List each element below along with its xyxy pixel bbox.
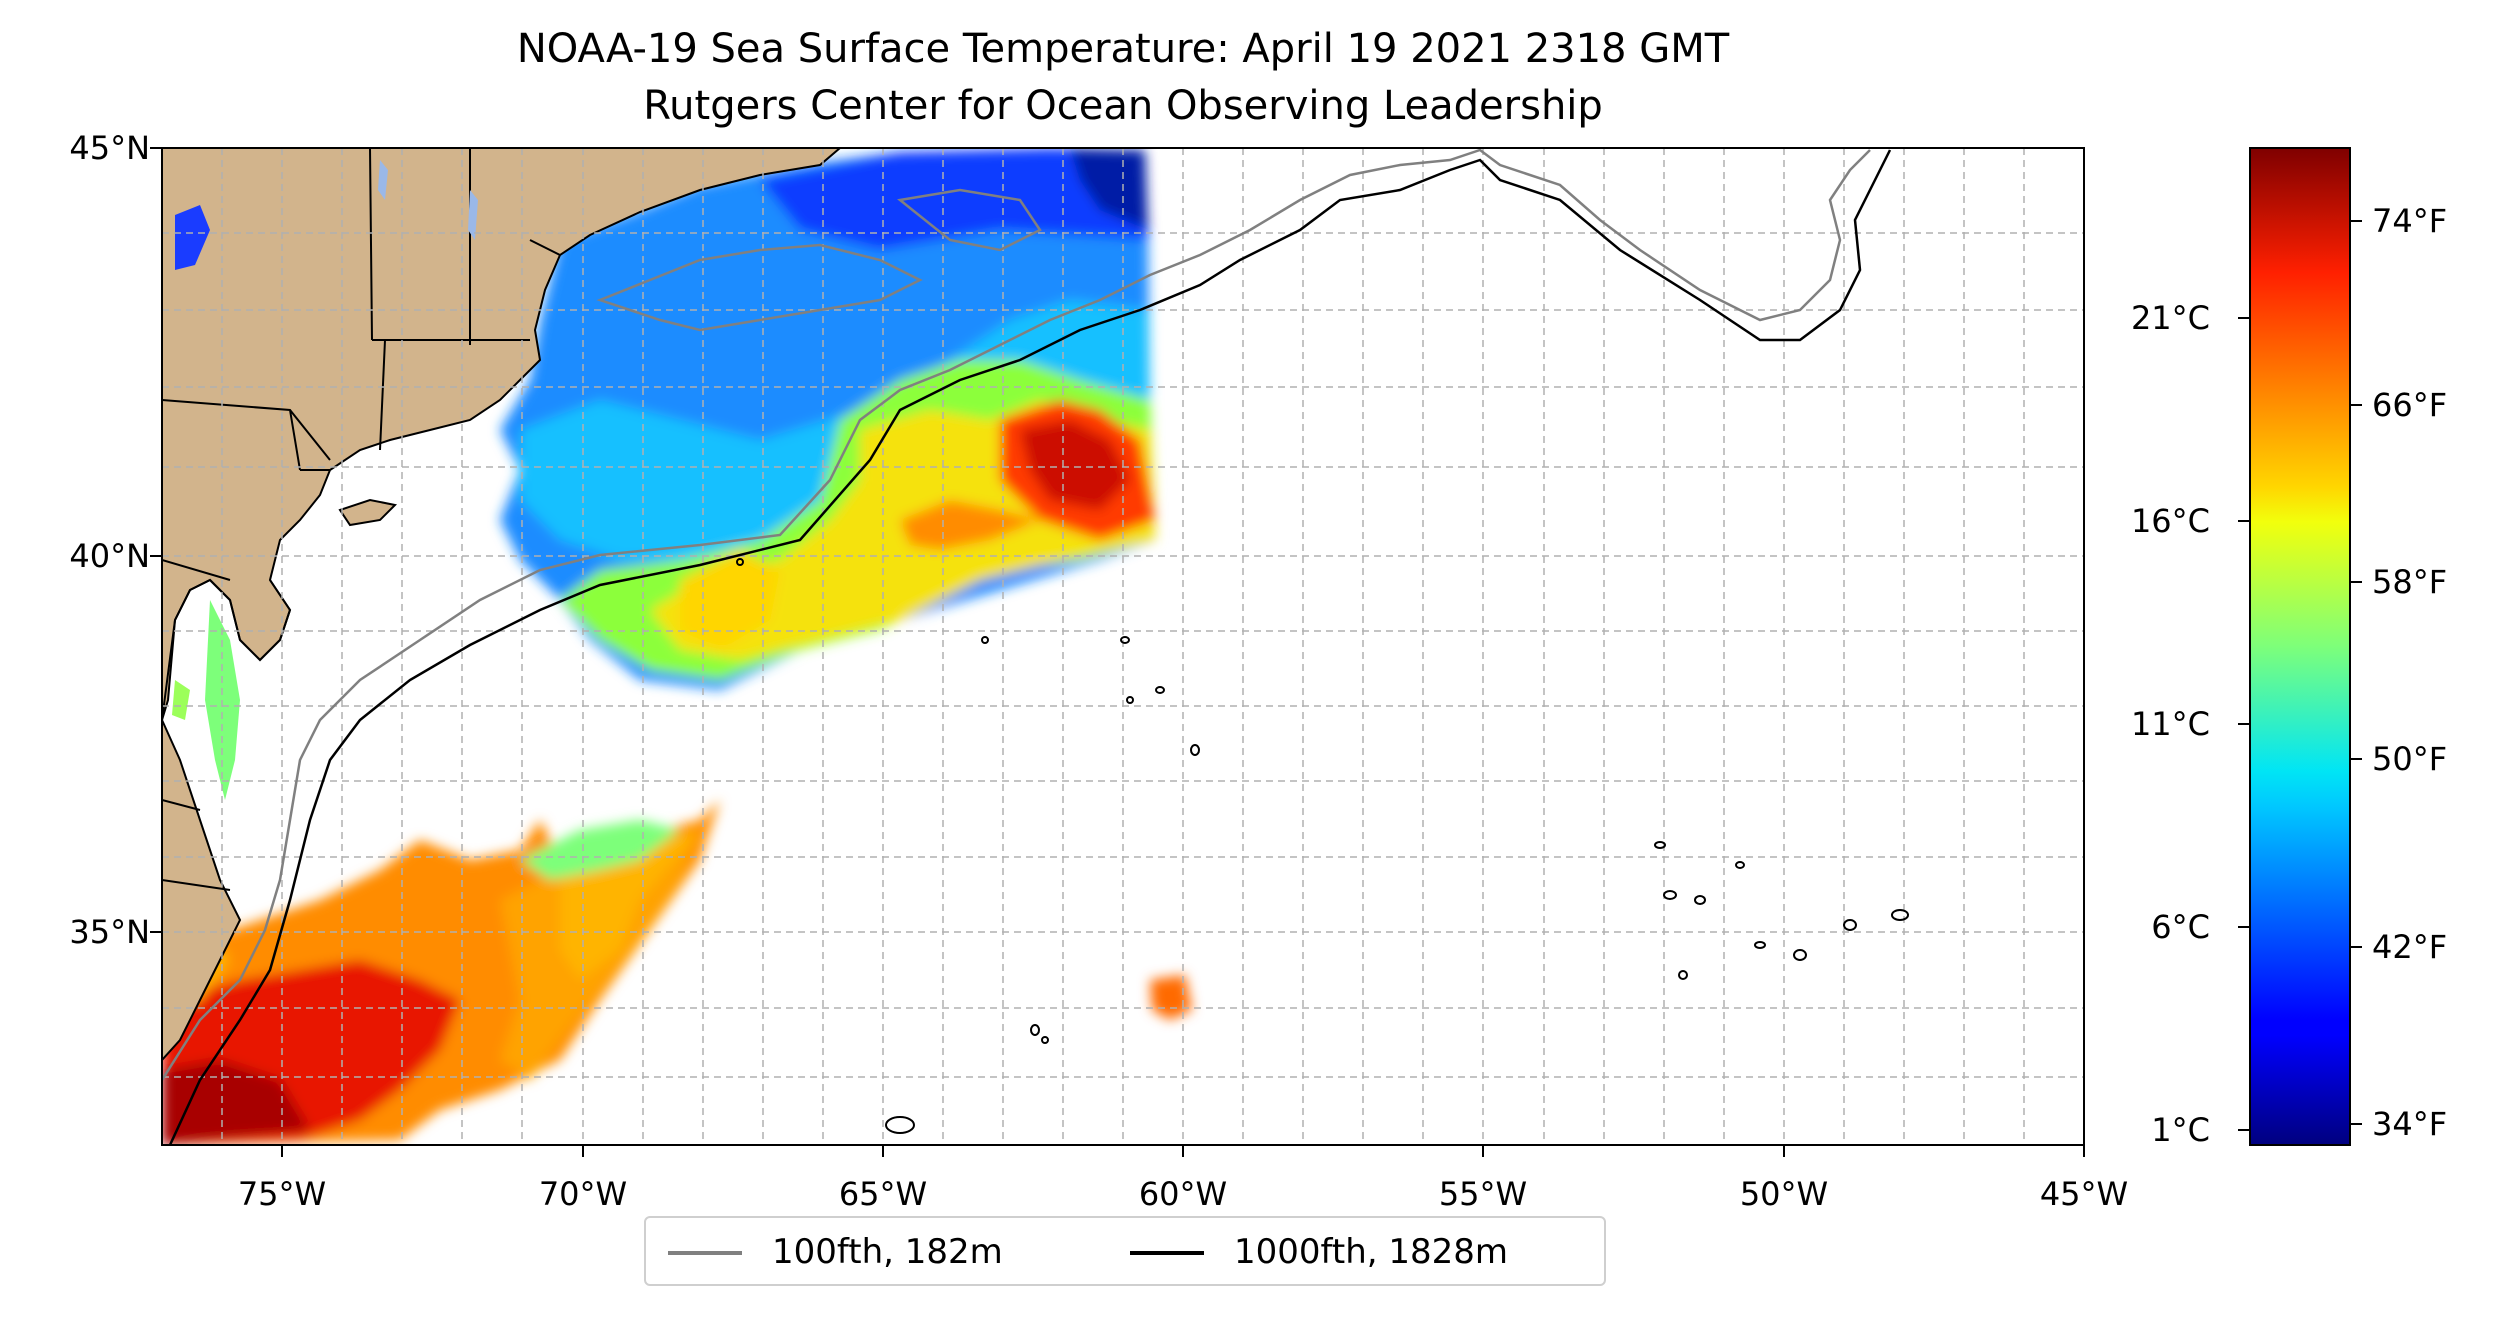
seamounts xyxy=(736,558,1909,1134)
legend-swatch-1000fth xyxy=(1130,1251,1204,1255)
colorbar-c-label: 6°C xyxy=(2151,908,2210,946)
lon-tick-50w: 50°W xyxy=(1739,1175,1829,1213)
legend-label-1000fth: 1000fth, 1828m xyxy=(1234,1232,1509,1272)
colorbar-f-label: 34°F xyxy=(2372,1105,2448,1143)
gridlines xyxy=(162,148,2084,1145)
lat-tick-45n: 45°N xyxy=(69,129,150,167)
lon-tick-65w: 65°W xyxy=(838,1175,928,1213)
lon-tick-60w: 60°W xyxy=(1138,1175,1228,1213)
land xyxy=(162,148,842,1062)
colorbar-c-label: 21°C xyxy=(2130,299,2210,337)
colorbar-c-label: 16°C xyxy=(2130,502,2210,540)
lon-tick-55w: 55°W xyxy=(1438,1175,1528,1213)
sst-swath-north xyxy=(500,148,1155,690)
map-subtitle: Rutgers Center for Ocean Observing Leade… xyxy=(643,83,1603,129)
contour-1000fth xyxy=(168,149,1892,1145)
colorbar-f-label: 66°F xyxy=(2372,386,2448,424)
map-title: NOAA-19 Sea Surface Temperature: April 1… xyxy=(516,26,1730,72)
colorbar-c-label: 1°C xyxy=(2151,1111,2210,1149)
legend: 100fth, 182m 1000fth, 1828m xyxy=(644,1216,1606,1286)
colorbar-ticks xyxy=(2238,220,2362,1131)
lon-tick-45w: 45°W xyxy=(2039,1175,2129,1213)
map-ticks xyxy=(150,147,2085,1157)
lat-tick-35n: 35°N xyxy=(69,913,150,951)
map-frame xyxy=(161,147,2085,1146)
colorbar-f-label: 74°F xyxy=(2372,202,2448,240)
colorbar-f-label: 42°F xyxy=(2372,928,2448,966)
map-area xyxy=(162,148,2084,1145)
legend-swatch-100fth xyxy=(668,1251,742,1255)
lon-tick-70w: 70°W xyxy=(538,1175,628,1213)
colorbar xyxy=(2249,147,2351,1146)
colorbar-f-label: 58°F xyxy=(2372,563,2448,601)
legend-label-100fth: 100fth, 182m xyxy=(772,1232,1003,1272)
lat-tick-40n: 40°N xyxy=(69,537,150,575)
colorbar-c-label: 11°C xyxy=(2130,705,2210,743)
lon-tick-75w: 75°W xyxy=(237,1175,327,1213)
contour-100fth xyxy=(162,148,1871,1081)
colorbar-f-label: 50°F xyxy=(2372,740,2448,778)
